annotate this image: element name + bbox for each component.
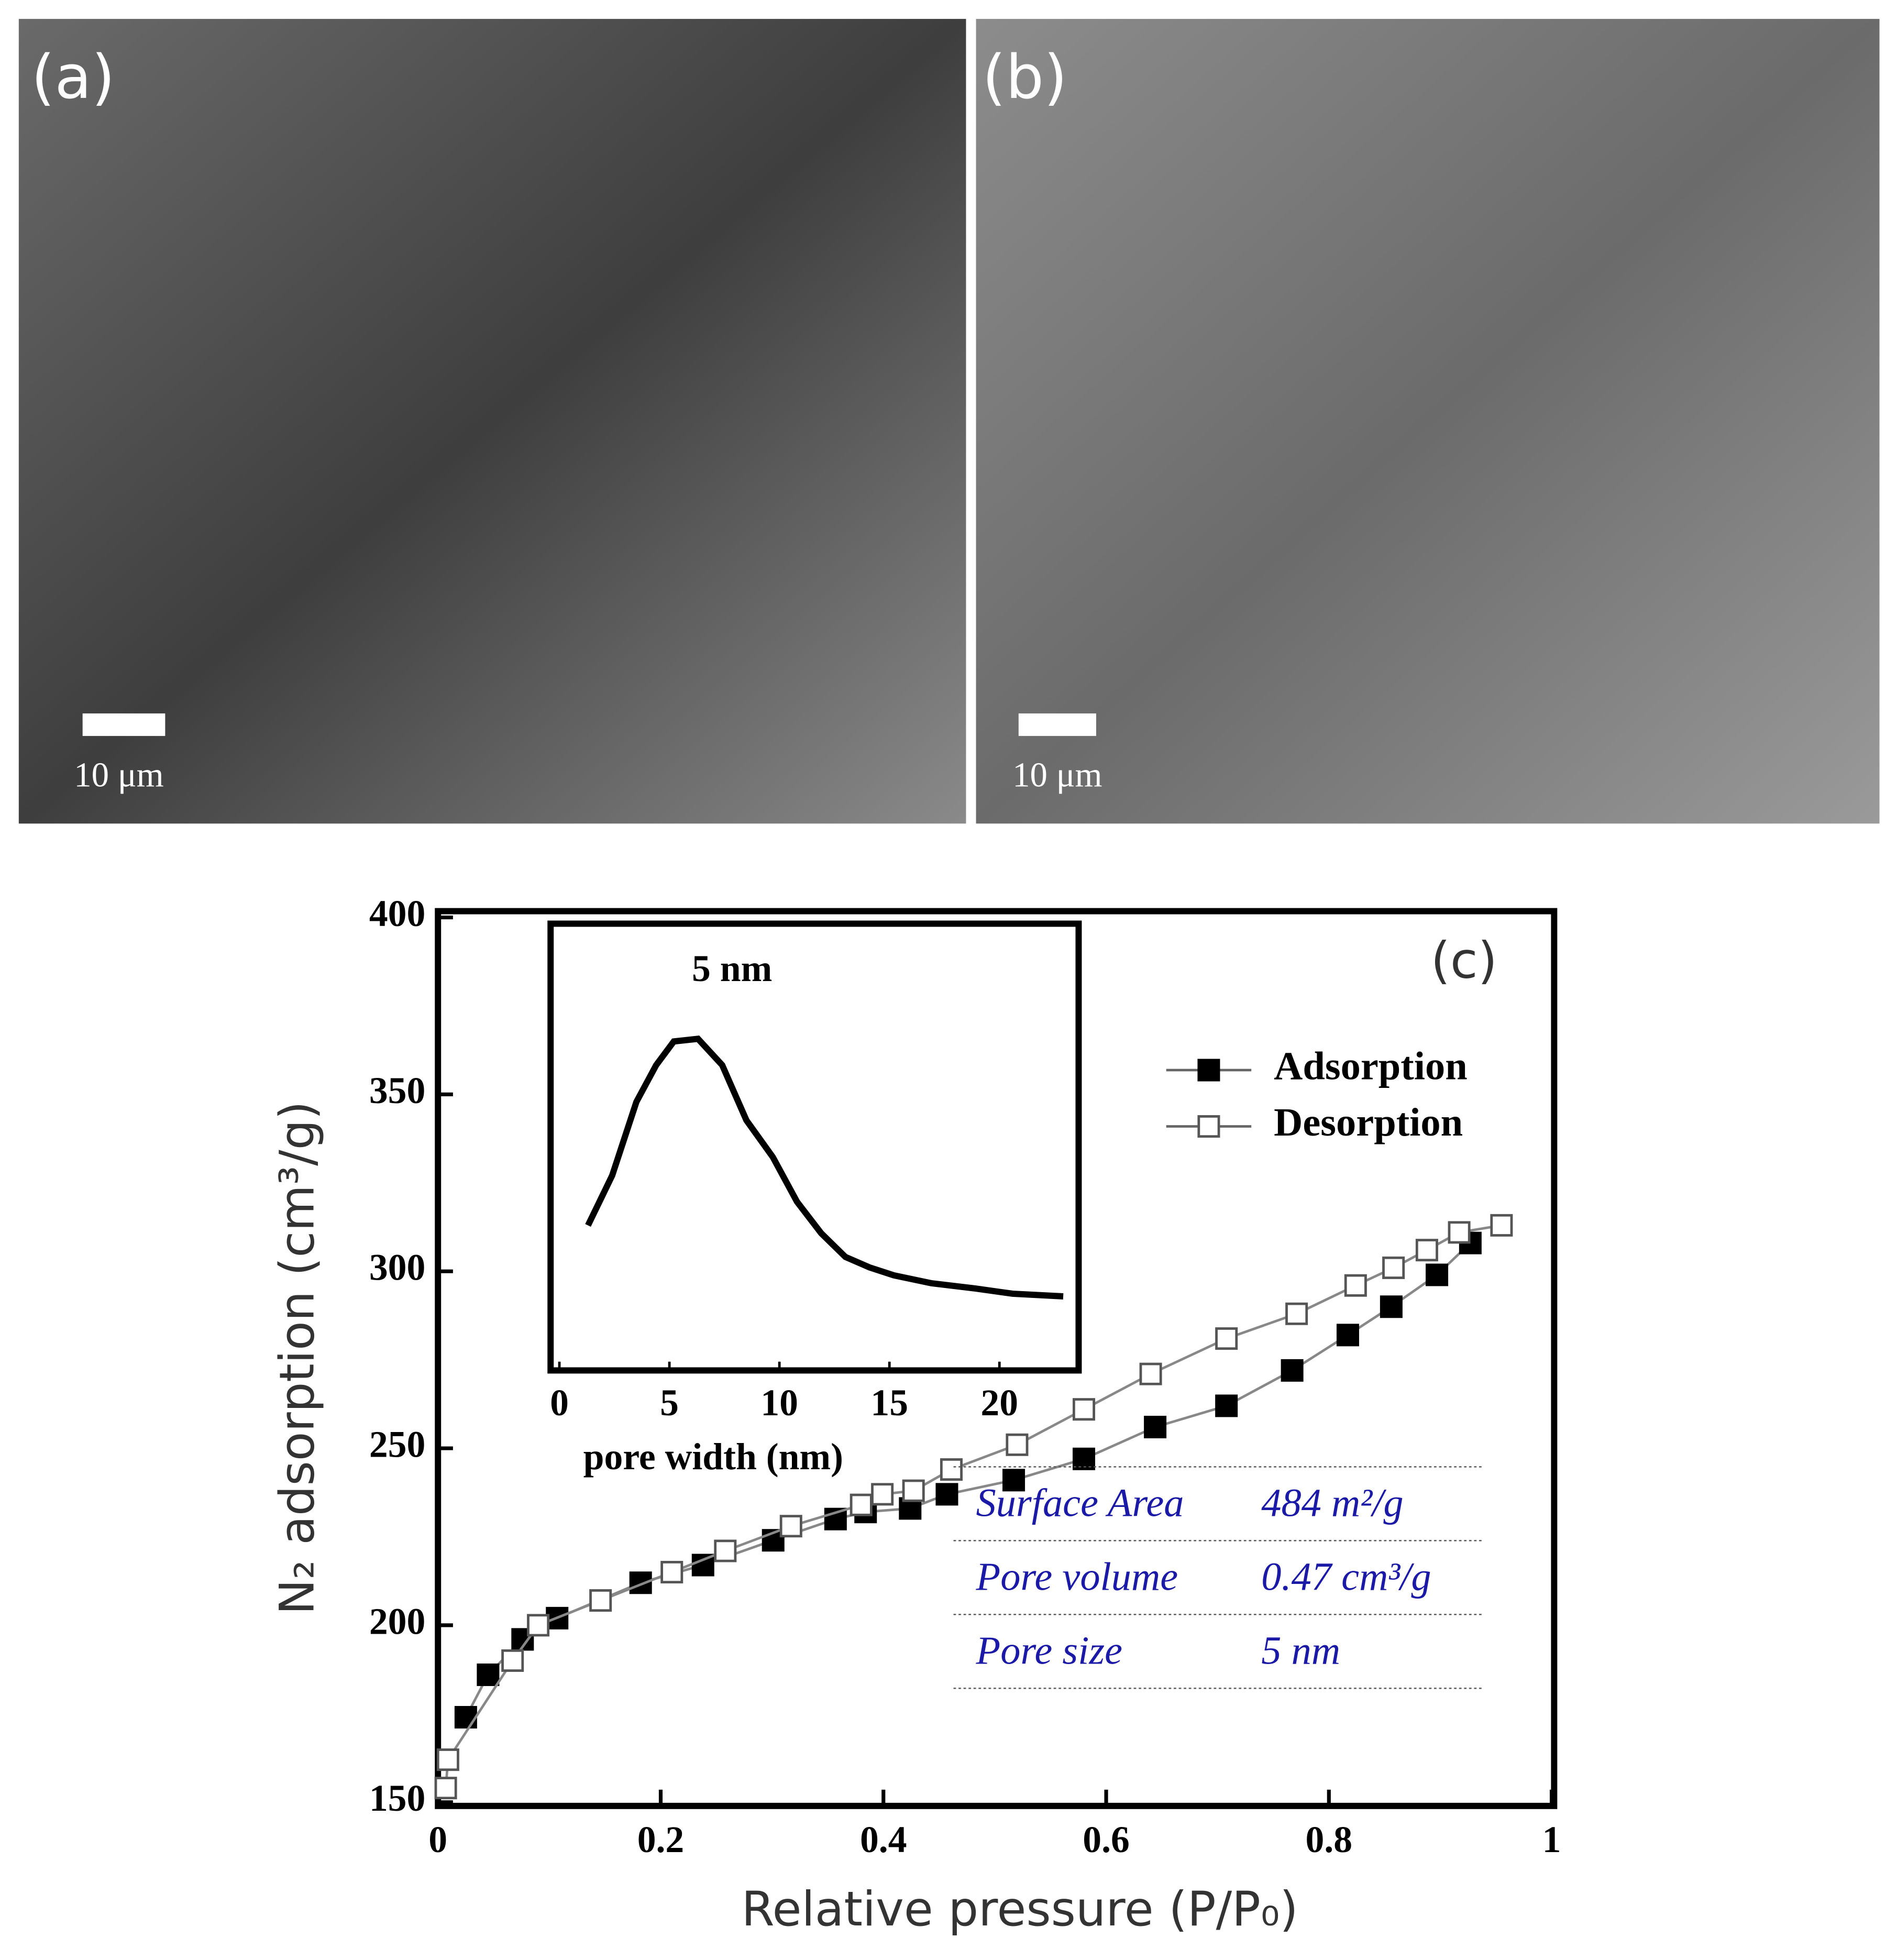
- marker: [1426, 1263, 1449, 1286]
- y-tick-label: 150: [369, 1777, 425, 1819]
- x-tick-label: 10: [760, 1382, 798, 1424]
- plot-frame: [435, 908, 1558, 1809]
- y-tick-label: 250: [369, 1423, 425, 1465]
- marker: [1285, 1302, 1308, 1325]
- marker: [902, 1479, 925, 1502]
- x-tick-label: 0.4: [860, 1819, 907, 1860]
- y-tick-label: 400: [369, 893, 425, 934]
- marker: [589, 1589, 612, 1612]
- table-cell: Pore volume: [976, 1554, 1178, 1599]
- marker: [714, 1539, 737, 1562]
- marker: [434, 1777, 457, 1800]
- x-tick-label: 5: [660, 1382, 679, 1424]
- panel-label: (a): [31, 43, 115, 113]
- legend-marker: [1197, 1115, 1220, 1138]
- sem-image-b: [976, 19, 1880, 824]
- marker: [1380, 1295, 1403, 1318]
- y-axis-label: N₂ adsorption (cm³/g): [270, 1101, 325, 1615]
- marker: [1344, 1274, 1367, 1297]
- inset-frame: [547, 920, 1082, 1374]
- y-tick-label: 350: [369, 1070, 425, 1111]
- marker: [871, 1483, 894, 1506]
- legend-label: Desorption: [1274, 1100, 1463, 1144]
- inset-x-label: pore width (nm): [583, 1436, 843, 1478]
- marker: [1073, 1398, 1096, 1421]
- scale-bar-label: 10 μm: [74, 756, 163, 795]
- table-cell: 5 nm: [1261, 1628, 1340, 1672]
- x-tick-label: 0: [428, 1819, 447, 1860]
- marker: [629, 1571, 652, 1594]
- marker: [454, 1706, 477, 1729]
- marker: [779, 1515, 802, 1538]
- scale-bar-label: 10 μm: [1012, 756, 1102, 795]
- x-tick-label: 0.8: [1306, 1819, 1353, 1860]
- marker: [660, 1561, 683, 1584]
- marker: [1006, 1433, 1029, 1456]
- marker: [1415, 1239, 1438, 1262]
- marker: [850, 1493, 873, 1516]
- marker: [1490, 1214, 1513, 1237]
- panel-label: (b): [983, 43, 1067, 113]
- table-cell: Pore size: [976, 1628, 1123, 1672]
- inset-title: 5 nm: [692, 948, 772, 989]
- marker: [477, 1663, 500, 1686]
- legend-label: Adsorption: [1274, 1044, 1468, 1088]
- sem-image-a: [18, 19, 966, 824]
- series-line: [444, 1224, 1502, 1788]
- inset-line: [585, 1036, 1064, 1300]
- marker: [1336, 1324, 1359, 1347]
- marker: [1002, 1469, 1025, 1492]
- scale-bar: [82, 713, 166, 736]
- marker: [1215, 1327, 1238, 1350]
- marker: [935, 1483, 958, 1506]
- x-axis-label: Relative pressure (P/P₀): [742, 1882, 1298, 1937]
- x-tick-label: 0: [550, 1382, 569, 1424]
- marker: [1139, 1362, 1162, 1385]
- marker: [527, 1614, 550, 1637]
- scale-bar: [1018, 713, 1096, 736]
- x-tick-label: 20: [980, 1382, 1018, 1424]
- table-cell: 0.47 cm³/g: [1261, 1554, 1431, 1599]
- y-tick-label: 200: [369, 1600, 425, 1642]
- x-tick-label: 0.2: [637, 1819, 685, 1860]
- x-tick-label: 1: [1542, 1819, 1561, 1860]
- y-tick-label: 300: [369, 1247, 425, 1289]
- marker: [1073, 1447, 1096, 1470]
- marker: [1144, 1415, 1167, 1438]
- marker: [1448, 1221, 1471, 1244]
- table-cell: Surface Area: [976, 1480, 1184, 1525]
- marker: [1281, 1359, 1304, 1382]
- table-cell: 484 m²/g: [1261, 1480, 1403, 1525]
- legend-marker: [1197, 1059, 1220, 1082]
- marker: [501, 1649, 524, 1672]
- marker: [1215, 1394, 1238, 1417]
- panel-label: (c): [1431, 931, 1497, 989]
- marker: [940, 1458, 963, 1481]
- marker: [1382, 1256, 1405, 1279]
- marker: [436, 1748, 459, 1771]
- x-tick-label: 0.6: [1083, 1819, 1130, 1860]
- x-tick-label: 15: [870, 1382, 908, 1424]
